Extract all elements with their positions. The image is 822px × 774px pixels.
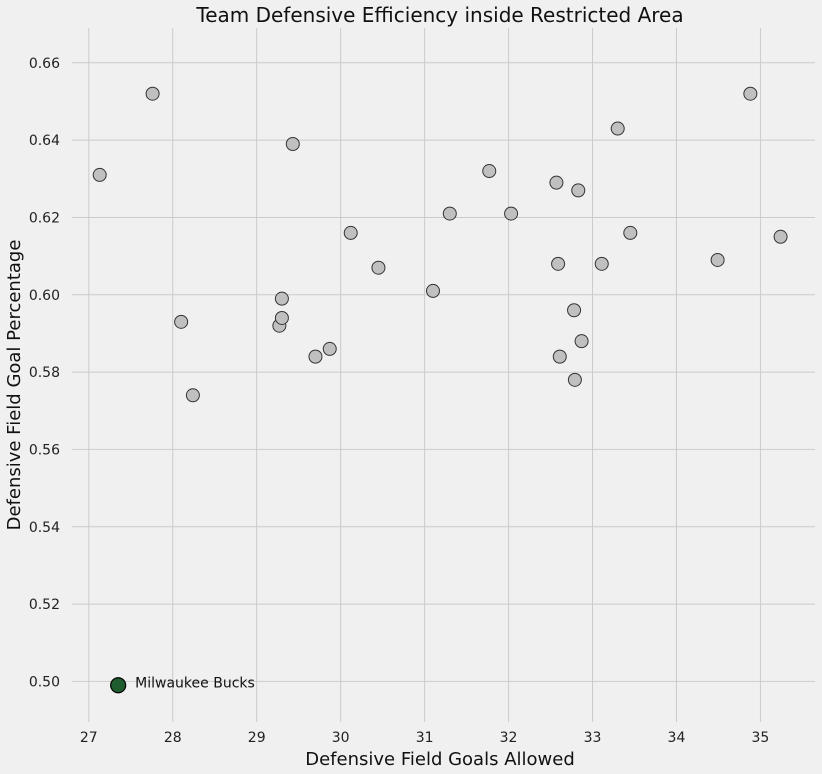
x-tick-label: 31 [416,730,434,746]
data-point [549,175,564,190]
data-point [145,86,160,101]
data-point [623,225,638,240]
data-point [743,86,758,101]
x-tick-label: 34 [668,730,686,746]
data-point [710,252,725,267]
data-point [610,121,625,136]
grid [72,28,815,722]
data-point [773,229,788,244]
x-tick-label: 33 [584,730,602,746]
data-point [274,291,289,306]
chart-title: Team Defensive Efficiency inside Restric… [195,3,683,27]
x-tick-label: 29 [248,730,266,746]
x-tick-label: 27 [80,730,98,746]
data-point [567,303,582,318]
y-tick-label: 0.60 [29,288,60,304]
data-point [426,283,441,298]
y-tick-label: 0.52 [29,597,60,613]
x-tick-label: 35 [752,730,770,746]
x-tick-label: 30 [332,730,350,746]
data-point [274,310,289,325]
data-point [482,164,497,179]
y-tick-label: 0.58 [29,365,60,381]
y-tick-label: 0.66 [29,56,60,72]
data-point [594,256,609,271]
data-point [551,256,566,271]
data-points [92,86,788,403]
y-tick-label: 0.50 [29,674,60,690]
y-tick-label: 0.62 [29,210,60,226]
y-tick-label: 0.64 [29,133,60,149]
data-point [371,260,386,275]
highlight-annotation: Milwaukee Bucks [135,675,255,691]
highlight-group: Milwaukee Bucks [110,675,255,694]
data-point [504,206,519,221]
data-point [174,314,189,329]
x-tick-labels: 27 28 29 30 31 32 33 34 35 [80,730,769,746]
data-point [574,334,589,349]
data-point [442,206,457,221]
data-point [571,183,586,198]
x-tick-label: 28 [164,730,182,746]
x-tick-label: 32 [500,730,518,746]
data-point [285,136,300,151]
x-axis-label: Defensive Field Goals Allowed [305,749,575,770]
y-tick-labels: 0.50 0.52 0.54 0.56 0.58 0.60 0.62 0.64 0.66 [29,56,60,691]
highlight-point [110,677,127,694]
data-point [92,167,107,182]
y-axis-label: Defensive Field Goal Percentage [4,240,25,531]
data-point [343,225,358,240]
data-point [185,388,200,403]
data-point [552,349,567,364]
y-tick-label: 0.56 [29,442,60,458]
data-point [322,341,337,356]
data-point [567,372,582,387]
data-point [308,349,323,364]
y-tick-label: 0.54 [29,520,60,536]
